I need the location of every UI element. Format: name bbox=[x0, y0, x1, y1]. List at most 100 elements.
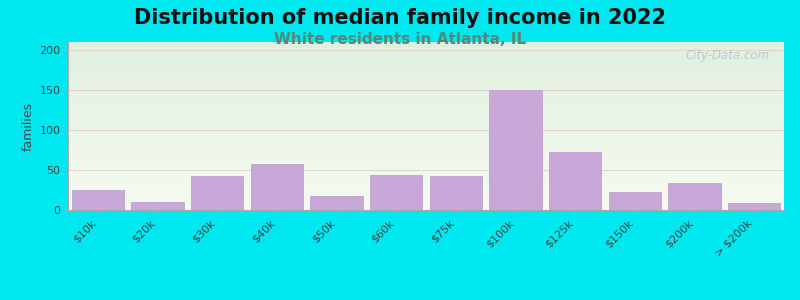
Bar bbox=[490, 90, 542, 210]
Bar bbox=[68, 205, 784, 207]
Bar bbox=[68, 200, 784, 202]
Bar bbox=[71, 190, 124, 210]
Bar bbox=[68, 140, 784, 141]
Bar bbox=[68, 202, 784, 203]
Text: City-Data.com: City-Data.com bbox=[686, 49, 770, 62]
Bar bbox=[68, 76, 784, 77]
Bar bbox=[68, 47, 784, 49]
Bar bbox=[68, 72, 784, 74]
Bar bbox=[68, 74, 784, 76]
Bar bbox=[68, 69, 784, 70]
Bar bbox=[68, 116, 784, 118]
Bar bbox=[68, 52, 784, 54]
Bar bbox=[131, 202, 184, 210]
Bar bbox=[68, 81, 784, 82]
Bar bbox=[68, 111, 784, 112]
Text: Distribution of median family income in 2022: Distribution of median family income in … bbox=[134, 8, 666, 28]
Bar bbox=[68, 187, 784, 188]
Bar bbox=[68, 109, 784, 111]
Bar bbox=[68, 96, 784, 98]
Bar bbox=[68, 133, 784, 134]
Bar bbox=[68, 45, 784, 47]
Bar bbox=[68, 175, 784, 176]
Bar bbox=[68, 145, 784, 146]
Bar bbox=[68, 54, 784, 56]
Bar bbox=[68, 61, 784, 62]
Bar bbox=[68, 136, 784, 138]
Bar bbox=[68, 154, 784, 156]
Bar bbox=[68, 65, 784, 67]
Bar bbox=[68, 84, 784, 86]
Bar bbox=[68, 103, 784, 104]
Bar bbox=[68, 151, 784, 153]
Bar bbox=[68, 131, 784, 133]
Bar bbox=[68, 170, 784, 171]
Bar bbox=[68, 67, 784, 69]
Bar bbox=[68, 124, 784, 126]
Bar bbox=[68, 82, 784, 84]
Bar bbox=[68, 156, 784, 158]
Bar bbox=[370, 175, 422, 210]
Bar bbox=[68, 94, 784, 96]
Bar bbox=[68, 42, 784, 44]
Bar bbox=[68, 198, 784, 200]
Bar bbox=[68, 146, 784, 148]
Bar bbox=[68, 141, 784, 143]
Bar bbox=[68, 128, 784, 129]
Bar bbox=[728, 203, 781, 210]
Bar bbox=[68, 185, 784, 187]
Bar bbox=[250, 164, 303, 210]
Bar bbox=[68, 195, 784, 196]
Bar bbox=[68, 166, 784, 168]
Bar bbox=[68, 176, 784, 178]
Bar bbox=[68, 182, 784, 183]
Bar bbox=[68, 138, 784, 140]
Bar bbox=[68, 165, 784, 166]
Bar bbox=[68, 161, 784, 163]
Bar bbox=[668, 183, 721, 210]
Bar bbox=[68, 104, 784, 106]
Bar bbox=[68, 87, 784, 89]
Bar bbox=[549, 152, 602, 210]
Y-axis label: families: families bbox=[22, 101, 35, 151]
Bar bbox=[609, 192, 661, 210]
Bar bbox=[68, 190, 784, 191]
Bar bbox=[68, 208, 784, 210]
Bar bbox=[68, 86, 784, 87]
Bar bbox=[68, 107, 784, 109]
Bar bbox=[68, 173, 784, 175]
Bar bbox=[68, 148, 784, 149]
Bar bbox=[68, 106, 784, 107]
Bar bbox=[68, 77, 784, 79]
Bar bbox=[310, 196, 362, 210]
Bar bbox=[191, 176, 243, 210]
Bar bbox=[68, 171, 784, 173]
Bar bbox=[68, 191, 784, 193]
Bar bbox=[68, 119, 784, 121]
Bar bbox=[68, 180, 784, 182]
Bar bbox=[68, 59, 784, 61]
Bar bbox=[68, 143, 784, 145]
Bar bbox=[68, 163, 784, 165]
Bar bbox=[68, 188, 784, 190]
Bar bbox=[68, 149, 784, 151]
Bar bbox=[68, 196, 784, 198]
Bar bbox=[68, 207, 784, 208]
Bar bbox=[68, 112, 784, 114]
Bar bbox=[68, 123, 784, 124]
Bar bbox=[68, 56, 784, 57]
Bar bbox=[68, 64, 784, 65]
Bar bbox=[68, 89, 784, 91]
Bar bbox=[68, 57, 784, 59]
Bar bbox=[68, 160, 784, 161]
Bar bbox=[68, 44, 784, 45]
Bar bbox=[68, 92, 784, 94]
Bar bbox=[68, 118, 784, 119]
Bar bbox=[68, 153, 784, 154]
Bar bbox=[68, 203, 784, 205]
Bar bbox=[68, 101, 784, 103]
Bar bbox=[68, 49, 784, 50]
Bar bbox=[68, 91, 784, 92]
Bar bbox=[68, 99, 784, 101]
Bar bbox=[430, 176, 482, 210]
